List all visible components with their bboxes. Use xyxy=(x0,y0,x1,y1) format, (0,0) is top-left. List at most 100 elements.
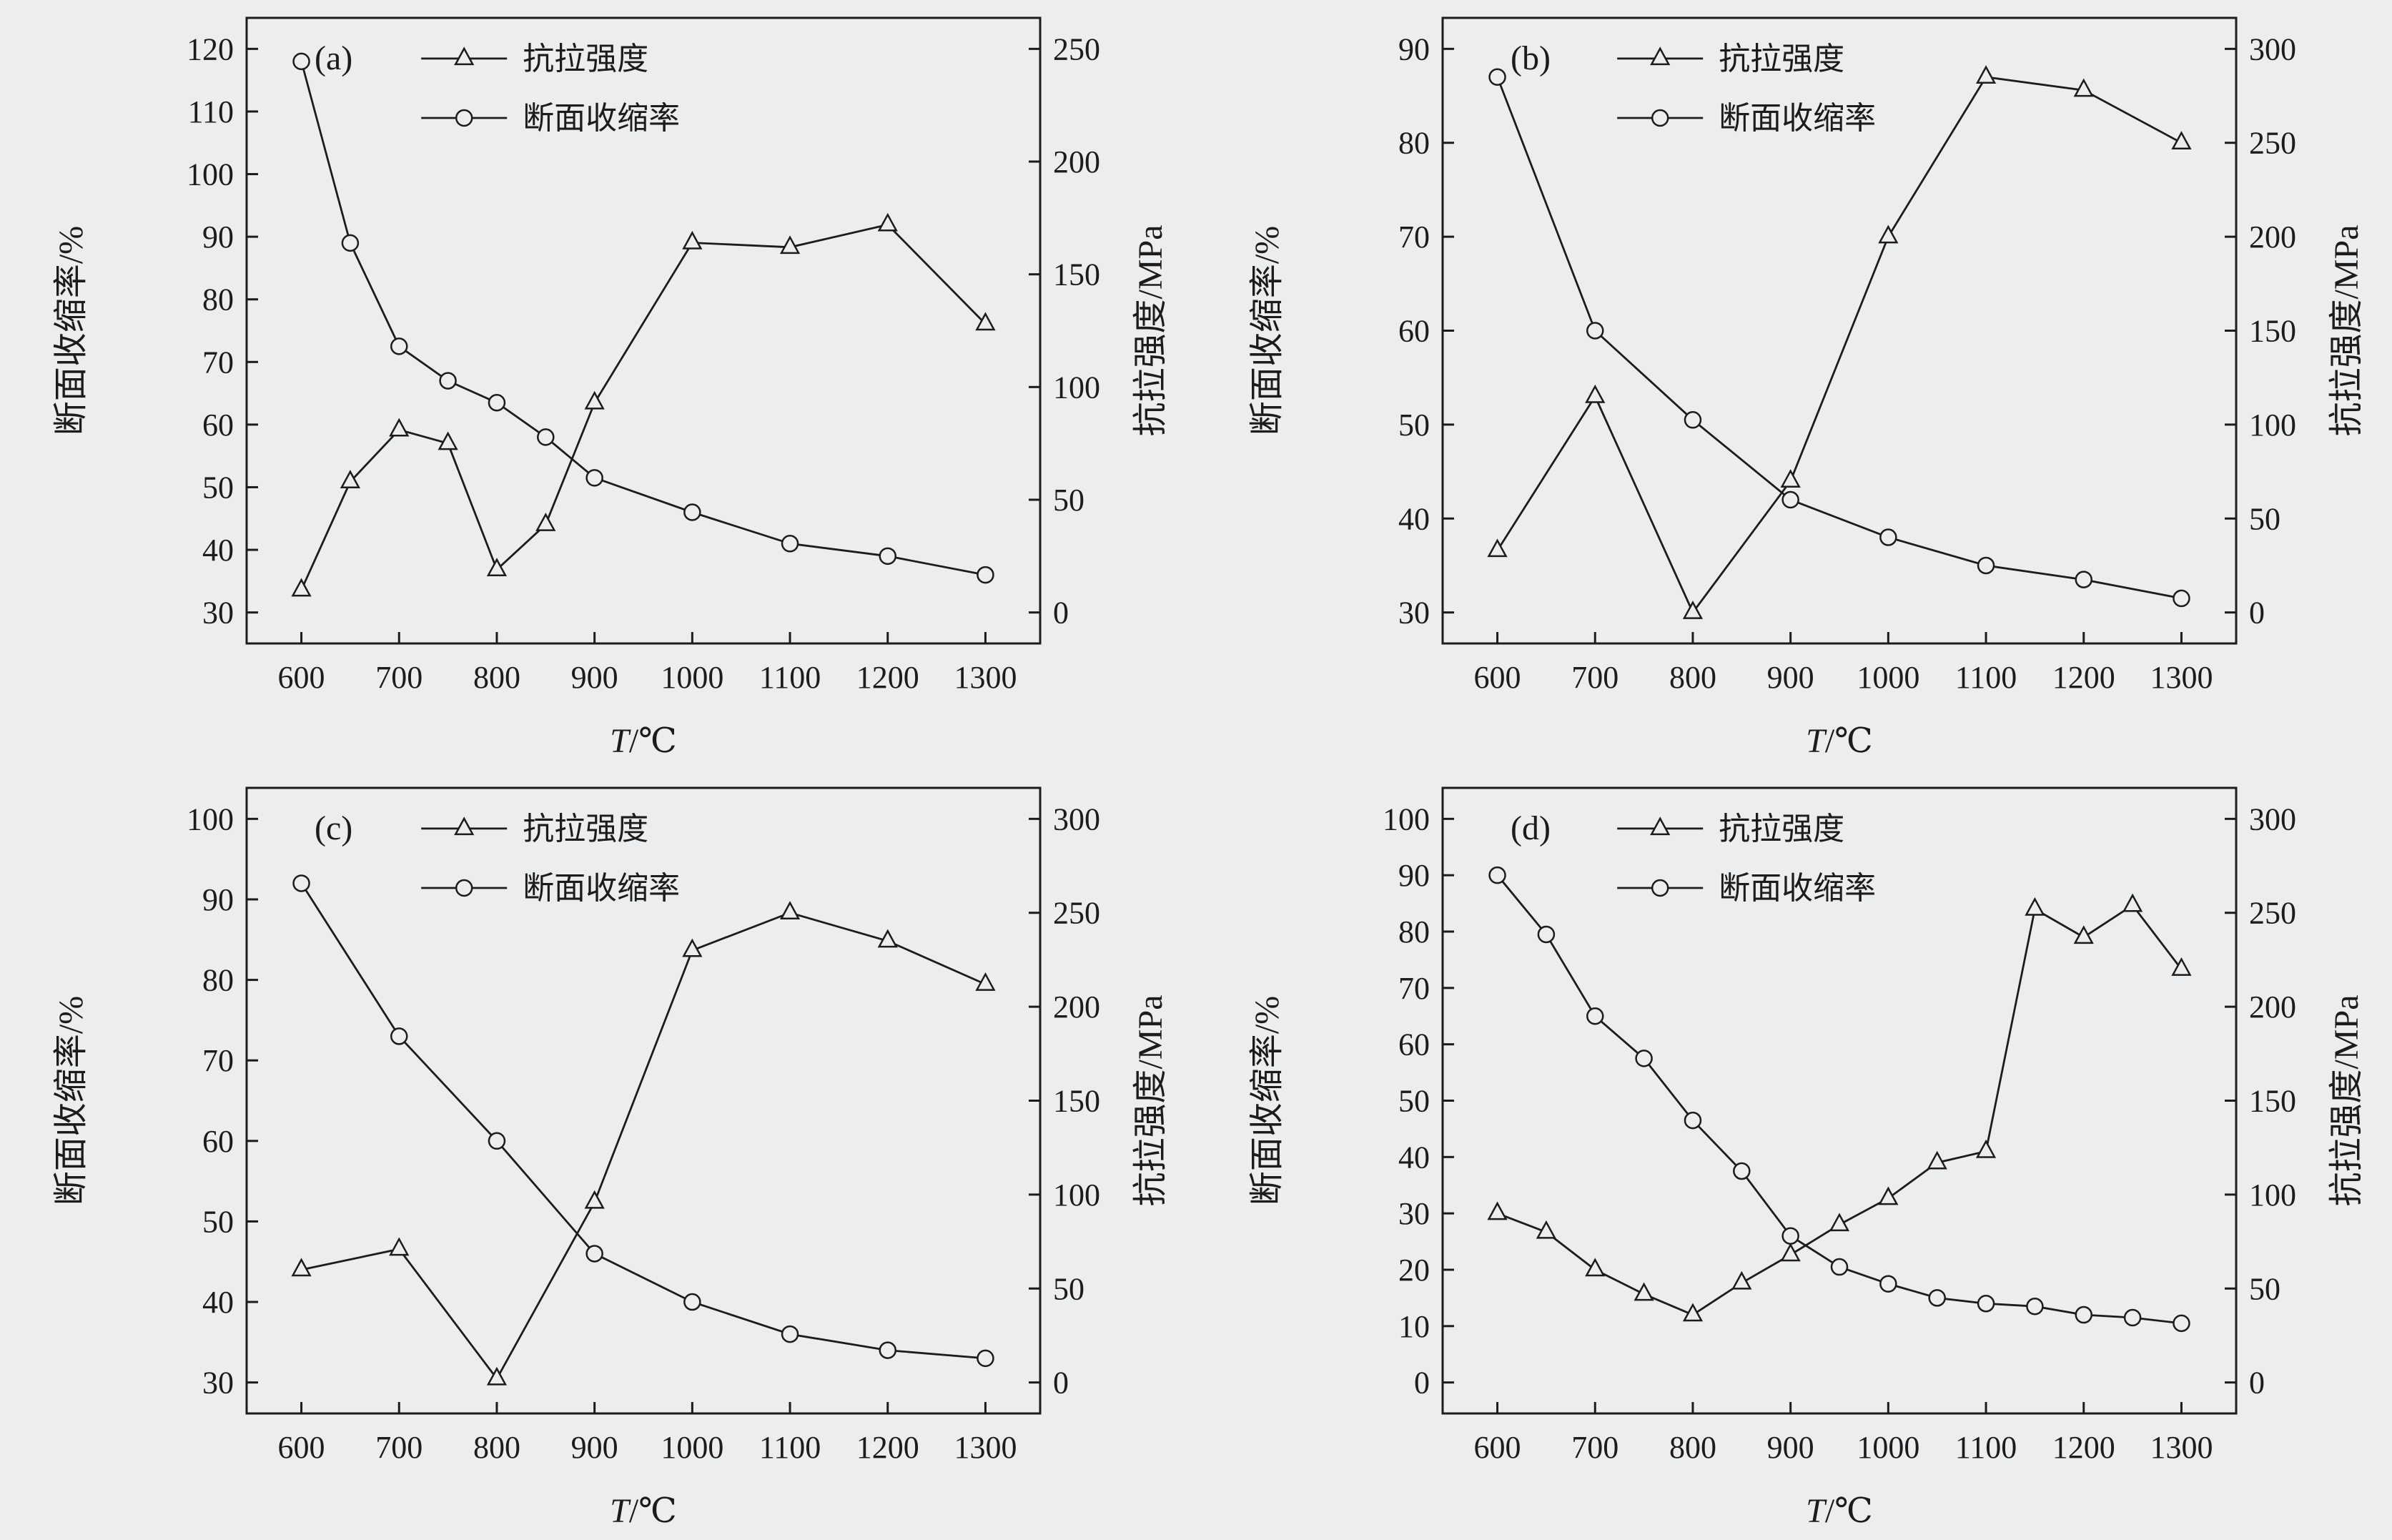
left-tick-label: 110 xyxy=(188,94,234,129)
left-tick-label: 50 xyxy=(202,470,234,505)
series-reduction-of-area xyxy=(1488,866,2190,1333)
right-tick-label: 100 xyxy=(2249,1178,2296,1213)
chart-panel-c: 600 700 800 900 1000 1100 1200 1300 30 40 50 60 70 80… xyxy=(0,770,1196,1540)
left-tick-label: 100 xyxy=(1383,801,1430,836)
left-tick-label: 70 xyxy=(1398,219,1430,255)
right-tick-label: 50 xyxy=(2249,501,2280,536)
left-tick-label: 90 xyxy=(1398,31,1430,66)
left-axis-ticks: 0 10 20 30 40 50 60 70 80 90 100 xyxy=(1383,801,1454,1401)
right-tick-label: 300 xyxy=(2249,801,2296,836)
triangle-marker xyxy=(454,816,475,836)
left-axis-ticks: 30 40 50 60 70 80 90 100 xyxy=(187,801,258,1401)
x-axis-label: T/℃ xyxy=(610,1492,677,1530)
right-tick-label: 0 xyxy=(1053,1366,1069,1401)
legend-label: 抗拉强度 xyxy=(523,41,648,76)
legend-label: 断面收缩率 xyxy=(523,101,680,136)
triangle-marker xyxy=(1878,224,1899,244)
circle-marker xyxy=(292,874,310,892)
x-tick-label: 700 xyxy=(375,1430,422,1465)
x-tick-label: 700 xyxy=(1571,1430,1618,1465)
x-axis-label: T/℃ xyxy=(1806,1492,1873,1530)
triangle-marker xyxy=(1878,1186,1899,1205)
left-axis-label: 断面收缩率/% xyxy=(52,996,90,1205)
triangle-marker xyxy=(1487,538,1508,558)
x-tick-label: 1300 xyxy=(954,660,1017,695)
left-tick-label: 100 xyxy=(187,801,234,836)
left-tick-label: 30 xyxy=(202,596,234,631)
left-tick-label: 40 xyxy=(202,1285,234,1320)
circle-marker xyxy=(455,879,473,897)
circle-marker xyxy=(1537,925,1556,944)
axis-box xyxy=(245,16,1042,645)
chart-svg: 600 700 800 900 1000 1100 1200 1300010203040506… xyxy=(1248,786,2366,1530)
circle-marker xyxy=(1977,556,1995,575)
triangle-marker xyxy=(1650,816,1671,836)
left-axis-ticks: 30 40 50 60 70 80 90 100 110 120 xyxy=(187,31,258,631)
chart-panel-a: 600 700 800 900 1000 1100 1200 1300 30 40 50 60 70 80… xyxy=(0,0,1196,770)
x-tick-label: 600 xyxy=(278,660,325,695)
left-tick-label: 30 xyxy=(1398,596,1430,631)
triangle-marker xyxy=(438,431,458,450)
x-tick-label: 600 xyxy=(1474,1430,1521,1465)
circle-marker xyxy=(341,234,360,252)
right-tick-label: 150 xyxy=(1053,257,1100,292)
right-tick-label: 0 xyxy=(2249,596,2265,631)
legend-label: 抗拉强度 xyxy=(1719,41,1844,76)
right-tick-label: 100 xyxy=(1053,1178,1100,1213)
triangle-marker xyxy=(975,972,996,991)
x-tick-label: 800 xyxy=(1669,660,1716,695)
left-tick-label: 70 xyxy=(1398,971,1430,1006)
right-axis-label: 抗拉强度/MPa xyxy=(2328,994,2366,1206)
series-reduction-of-area xyxy=(292,52,994,584)
circle-marker xyxy=(1635,1050,1653,1067)
circle-marker xyxy=(2173,589,2190,608)
circle-marker xyxy=(977,1349,994,1368)
triangle-marker xyxy=(291,1258,312,1277)
right-tick-label: 50 xyxy=(1053,483,1084,518)
right-tick-label: 200 xyxy=(2249,989,2296,1025)
left-axis-label: 断面收缩率/% xyxy=(1248,226,1286,435)
circle-marker xyxy=(2123,1308,2142,1327)
x-axis-ticks: 600 700 800 900 1000 1100 1200 1300 xyxy=(278,1402,1017,1465)
series-reduction-of-area xyxy=(292,874,994,1368)
triangle-marker xyxy=(291,578,312,597)
triangle-marker xyxy=(779,235,801,255)
circle-marker xyxy=(390,1027,408,1045)
x-tick-label: 900 xyxy=(571,660,618,695)
circle-marker xyxy=(781,1325,799,1343)
triangle-marker xyxy=(486,1366,508,1386)
x-tick-label: 1200 xyxy=(856,1430,919,1465)
x-tick-label: 1200 xyxy=(2052,1430,2115,1465)
left-tick-label: 80 xyxy=(202,282,234,317)
legend-label: 抗拉强度 xyxy=(1719,811,1844,846)
right-axis-ticks: 0 50 100 150 200 250 300 xyxy=(1029,801,1100,1401)
left-tick-label: 60 xyxy=(202,408,234,443)
series-reduction-of-area xyxy=(1488,68,2190,608)
chart-svg: 600 700 800 900 1000 1100 1200 1300304050607080… xyxy=(52,16,1170,760)
panel-letter: (d) xyxy=(1511,809,1551,847)
x-axis-label: T/℃ xyxy=(1806,722,1873,760)
right-tick-label: 300 xyxy=(1053,801,1100,836)
circle-marker xyxy=(455,109,473,127)
right-axis-label: 抗拉强度/MPa xyxy=(1132,224,1170,436)
x-tick-label: 1300 xyxy=(2150,1430,2213,1465)
left-axis-label: 断面收缩率/% xyxy=(52,226,90,435)
series-tensile-strength xyxy=(1487,893,2192,1322)
triangle-marker xyxy=(2171,131,2192,149)
left-tick-label: 60 xyxy=(1398,314,1430,349)
right-tick-label: 300 xyxy=(2249,31,2296,66)
x-tick-label: 900 xyxy=(571,1430,618,1465)
triangle-marker xyxy=(2073,78,2094,97)
circle-marker xyxy=(879,1341,896,1359)
left-tick-label: 90 xyxy=(1398,858,1430,893)
x-tick-label: 1000 xyxy=(661,660,723,695)
left-tick-label: 40 xyxy=(1398,1140,1430,1175)
chart-svg: 600 700 800 900 1000 1100 1200 1300304050607080… xyxy=(1248,16,2366,760)
left-tick-label: 20 xyxy=(1398,1253,1430,1288)
right-tick-label: 0 xyxy=(2249,1366,2265,1401)
left-tick-label: 80 xyxy=(202,963,234,998)
triangle-marker xyxy=(389,1237,410,1256)
chart-panel-d: 600 700 800 900 1000 1100 1200 1300 0 10 20 30 40 50 6… xyxy=(1196,770,2392,1540)
